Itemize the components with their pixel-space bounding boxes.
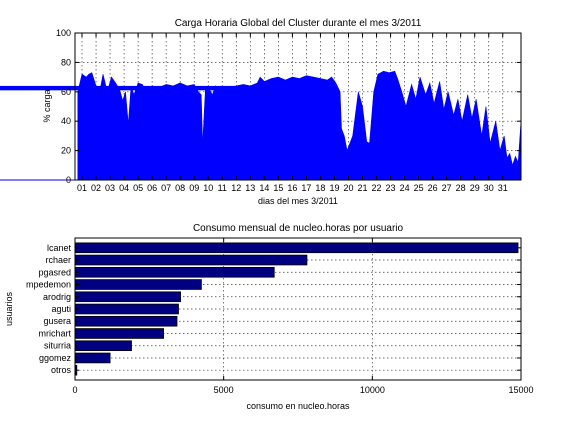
load-area	[77, 70, 522, 181]
usage-user-label: siturria	[44, 341, 71, 351]
load-x-tick-label: 12	[231, 183, 241, 193]
load-x-tick-label: 07	[161, 183, 171, 193]
usage-user-label: otros	[51, 365, 72, 375]
usage-y-label: usuarios	[4, 291, 14, 326]
usage-user-label: lcanet	[47, 243, 72, 253]
usage-chart: lcanet rchaer pgasred mpedemon arodrig aguti g…	[4, 223, 534, 411]
load-chart: 0 20 40 60 80 100 01 02 03 04 05 06 07 08 09 10 11 12 13 1…	[0, 18, 522, 206]
load-y-ticks: 0 20 40 60 80 100	[56, 28, 521, 185]
load-x-tick-label: 18	[315, 183, 325, 193]
load-x-tick-label: 15	[273, 183, 283, 193]
usage-bar-rchaer	[74, 254, 308, 266]
load-y-tick-label: 100	[56, 28, 71, 38]
load-x-tick-label: 26	[428, 183, 438, 193]
usage-bar-gusera	[74, 315, 178, 327]
load-chart-title: Carga Horaria Global del Cluster durante…	[175, 18, 422, 29]
load-x-tick-label: 14	[259, 183, 269, 193]
usage-user-label: arodrig	[43, 292, 71, 302]
usage-bar-aguti	[74, 303, 179, 315]
load-x-tick-label: 23	[386, 183, 396, 193]
load-x-tick-label: 19	[329, 183, 339, 193]
load-x-tick-label: 05	[133, 183, 143, 193]
usage-user-label: rchaer	[45, 255, 71, 265]
load-x-tick-label: 16	[287, 183, 297, 193]
usage-x-tick-label: 0	[72, 385, 77, 395]
load-x-tick-label: 17	[301, 183, 311, 193]
load-x-tick-label: 11	[218, 183, 227, 193]
usage-x-tick-label: 10000	[360, 385, 385, 395]
load-y-tick-label: 0	[66, 175, 71, 185]
usage-user-label: gusera	[43, 316, 71, 326]
load-overlay-band	[0, 85, 336, 91]
usage-bar-ggomez	[74, 352, 111, 364]
usage-chart-title: Consumo mensual de nucleo.horas por usua…	[193, 223, 404, 234]
usage-user-labels: lcanet rchaer pgasred mpedemon arodrig aguti g…	[26, 243, 521, 375]
load-x-tick-label: 06	[147, 183, 157, 193]
usage-x-tick-label: 5000	[214, 385, 234, 395]
usage-bar-mrichart	[74, 328, 165, 339]
load-x-tick-label: 13	[245, 183, 255, 193]
load-x-tick-label: 03	[105, 183, 115, 193]
load-x-tick-label: 31	[498, 183, 508, 193]
load-x-ticks: 01 02 03 04 05 06 07 08 09 10 11 12 13 14 15 16 17 18 19 20…	[77, 33, 508, 193]
load-x-tick-label: 10	[203, 183, 213, 193]
usage-user-label: mpedemon	[26, 280, 71, 290]
load-x-tick-label: 24	[400, 183, 410, 193]
load-axes-frame	[74, 32, 522, 181]
usage-user-label: aguti	[51, 304, 71, 314]
load-y-tick-label: 60	[61, 87, 71, 97]
load-x-tick-label: 27	[442, 183, 452, 193]
load-x-tick-label: 25	[414, 183, 424, 193]
load-x-tick-label: 20	[343, 183, 353, 193]
load-x-tick-label: 09	[189, 183, 199, 193]
usage-bar-mpedemon	[74, 279, 202, 290]
usage-bar-pgasred	[74, 266, 275, 278]
usage-bar-arodrig	[74, 291, 181, 303]
usage-bar-lcanet	[74, 242, 519, 254]
load-y-tick-label: 20	[61, 146, 71, 156]
load-x-tick-label: 02	[91, 183, 101, 193]
load-x-label: dias del mes 3/2011	[258, 196, 338, 206]
usage-bar-siturria	[74, 340, 132, 352]
load-y-tick-label: 80	[61, 57, 71, 67]
usage-x-label: consumo en nucleo.horas	[246, 401, 350, 411]
load-x-tick-label: 28	[456, 183, 466, 193]
usage-user-label: mrichart	[38, 328, 71, 338]
load-x-tick-label: 21	[358, 183, 368, 193]
usage-x-tick-label: 15000	[508, 385, 533, 395]
load-y-tick-label: 40	[61, 116, 71, 126]
load-x-tick-label: 29	[470, 183, 480, 193]
load-x-tick-label: 22	[372, 183, 382, 193]
usage-user-label: ggomez	[39, 353, 72, 363]
usage-user-label: pgasred	[38, 267, 71, 277]
load-x-tick-label: 08	[175, 183, 185, 193]
load-x-tick-label: 04	[119, 183, 129, 193]
load-y-label: % carga	[42, 89, 52, 122]
load-x-tick-label: 30	[484, 183, 494, 193]
load-x-tick-label: 01	[77, 183, 87, 193]
usage-x-ticks: 0 5000 10000 15000	[72, 238, 534, 395]
